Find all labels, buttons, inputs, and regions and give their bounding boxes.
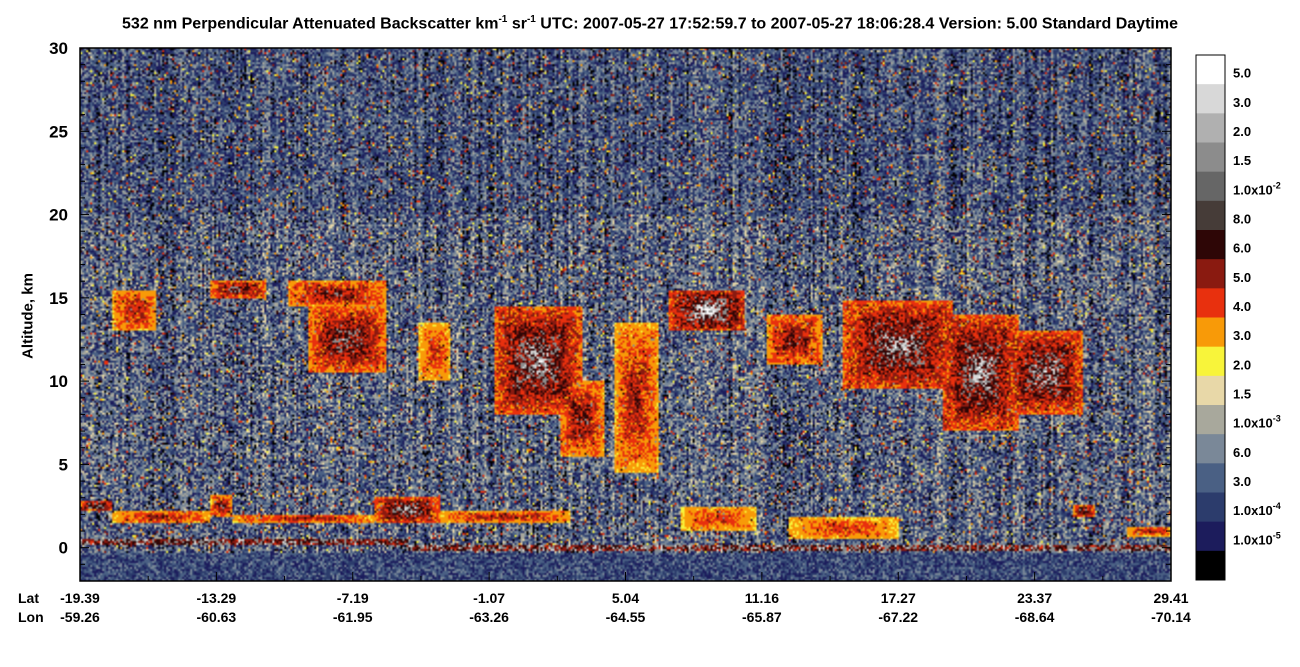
- y-tick-label: 5: [59, 455, 68, 474]
- x-tick-lon-label: -68.64: [1015, 609, 1055, 625]
- colorbar-swatch: [1196, 230, 1225, 260]
- lon-row-label: Lon: [18, 609, 44, 625]
- x-tick-lat-label: 5.04: [612, 590, 639, 606]
- colorbar-label: 1.0x10-4: [1233, 501, 1281, 518]
- colorbar-swatch: [1196, 492, 1225, 523]
- x-tick-lat-label: 23.37: [1017, 590, 1052, 606]
- colorbar-frame: [1195, 54, 1226, 581]
- y-tick-label: 0: [59, 539, 68, 558]
- colorbar-label: 1.0x10-5: [1233, 530, 1281, 547]
- x-tick-lon-label: -59.26: [60, 609, 100, 625]
- x-tick-lat-label: 17.27: [881, 590, 916, 606]
- colorbar-swatch: [1196, 521, 1225, 552]
- colorbar-label: 1.0x10-2: [1233, 180, 1281, 197]
- x-axis: -19.39 -59.26 -13.29 -60.63 -7.19 -61.95 -1.07…: [60, 572, 1191, 625]
- x-tick-lon-label: -63.26: [469, 609, 509, 625]
- y-tick-label: 30: [49, 39, 68, 58]
- colorbar-label: 3.0: [1233, 474, 1251, 489]
- x-tick-lat-label: 29.41: [1153, 590, 1188, 606]
- x-tick-lat-label: -19.39: [60, 590, 100, 606]
- x-tick-lon-label: -64.55: [606, 609, 646, 625]
- colorbar-swatch: [1196, 84, 1225, 114]
- colorbar-swatch: [1196, 434, 1225, 464]
- colorbar-label: 2.0: [1233, 124, 1251, 139]
- x-tick-lat-label: -7.19: [337, 590, 369, 606]
- colorbar-label: 1.0x10-3: [1233, 414, 1281, 431]
- colorbar-swatch: [1196, 200, 1225, 231]
- colorbar-label: 5.0: [1233, 66, 1251, 81]
- colorbar-label: 1.5: [1233, 153, 1251, 168]
- colorbar-label: 8.0: [1233, 211, 1251, 226]
- lat-row-label: Lat: [18, 590, 39, 606]
- colorbar-swatch: [1196, 405, 1225, 435]
- colorbar-labels: 5.0 3.0 2.0 1.5 1.0x10-2 8.0 6.0 5.0 4.0 3.0 2.0 1.…: [1233, 66, 1281, 548]
- colorbar-label: 6.0: [1233, 445, 1251, 460]
- colorbar-label: 4.0: [1233, 299, 1251, 314]
- y-tick-label: 10: [49, 372, 68, 391]
- colorbar-swatch: [1196, 171, 1225, 202]
- colorbar-swatch: [1196, 259, 1225, 289]
- x-tick-lon-label: -65.87: [742, 609, 782, 625]
- x-tick-lat-label: -1.07: [473, 590, 505, 606]
- backscatter-heatmap: [80, 48, 1171, 581]
- x-tick-lon-label: -67.22: [878, 609, 918, 625]
- y-tick-label: 20: [49, 206, 68, 225]
- y-axis: 0 5 10 15 20 25 30: [49, 39, 1171, 582]
- x-tick-lat-label: 11.16: [745, 590, 779, 606]
- colorbar-swatches: [1195, 54, 1226, 581]
- y-tick-label: 25: [49, 122, 68, 141]
- chart-title: 532 nm Perpendicular Attenuated Backscat…: [122, 14, 1178, 33]
- colorbar-swatch: [1196, 288, 1225, 318]
- colorbar-label: 3.0: [1233, 328, 1251, 343]
- colorbar-swatch: [1196, 317, 1225, 348]
- colorbar-swatch: [1196, 550, 1225, 581]
- colorbar-swatch: [1196, 375, 1225, 406]
- colorbar-swatch: [1196, 142, 1225, 173]
- colorbar-swatch: [1196, 346, 1225, 377]
- x-tick-lon-label: -70.14: [1151, 609, 1191, 625]
- colorbar-label: 1.5: [1233, 386, 1251, 401]
- colorbar-label: 2.0: [1233, 357, 1251, 372]
- y-tick-label: 15: [49, 289, 68, 308]
- colorbar-swatch: [1196, 463, 1225, 493]
- colorbar-swatch: [1196, 55, 1225, 85]
- x-tick-lat-label: -13.29: [197, 590, 237, 606]
- x-tick-lon-label: -61.95: [333, 609, 373, 625]
- x-tick-lon-label: -60.63: [197, 609, 237, 625]
- colorbar-label: 3.0: [1233, 95, 1251, 110]
- colorbar-swatch: [1196, 113, 1225, 143]
- colorbar-label: 6.0: [1233, 241, 1251, 256]
- colorbar-label: 5.0: [1233, 270, 1251, 285]
